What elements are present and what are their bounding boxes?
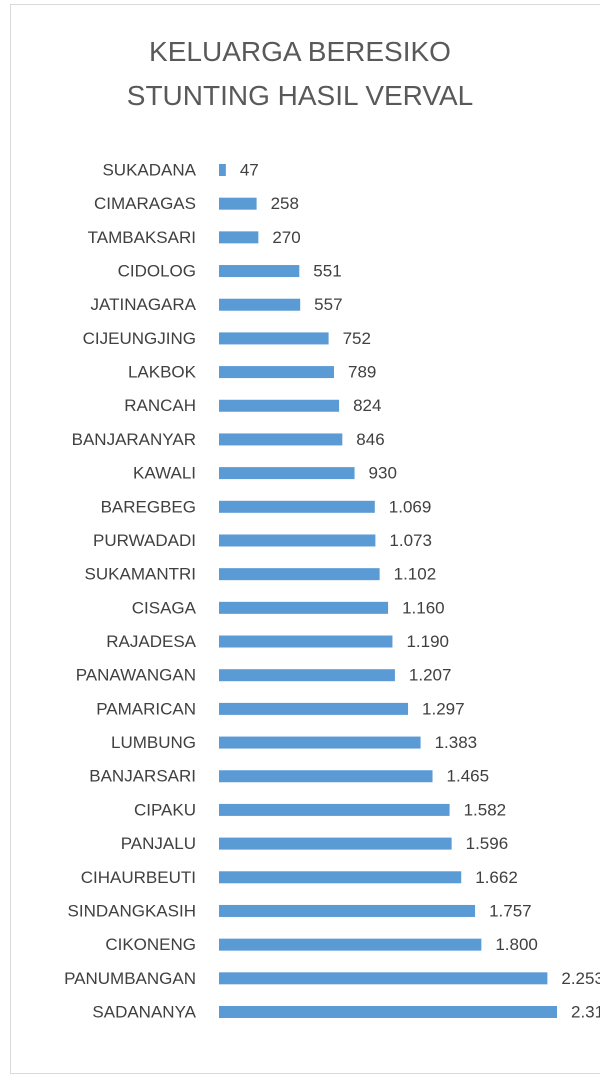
- value-label: 789: [348, 363, 376, 382]
- bar: [219, 568, 380, 581]
- bar: [219, 803, 450, 816]
- category-label: CISAGA: [132, 598, 197, 617]
- value-label: 2.253: [561, 969, 600, 988]
- category-label: RANCAH: [124, 396, 196, 415]
- bar: [219, 871, 462, 884]
- category-label: BANJARANYAR: [72, 430, 196, 449]
- category-label: PAMARICAN: [96, 699, 196, 718]
- chart-title: KELUARGA BERESIKO STUNTING HASIL VERVAL: [126, 36, 474, 111]
- value-label: 930: [369, 464, 397, 483]
- value-label: 1.073: [389, 531, 432, 550]
- bar: [219, 702, 409, 715]
- value-label: 1.757: [489, 901, 532, 920]
- category-label: SUKAMANTRI: [85, 565, 196, 584]
- bar: [219, 433, 343, 446]
- bar: [219, 231, 259, 244]
- category-label: PANUMBANGAN: [64, 969, 196, 988]
- value-label: 1.582: [464, 800, 507, 819]
- bar: [219, 601, 389, 614]
- value-label: 47: [240, 160, 259, 179]
- category-label: CIJEUNGJING: [83, 329, 196, 348]
- category-label: LUMBUNG: [111, 733, 196, 752]
- value-label: 258: [271, 194, 299, 213]
- category-label: SINDANGKASIH: [68, 901, 196, 920]
- category-label: PANAWANGAN: [76, 666, 196, 685]
- value-label: 824: [353, 396, 381, 415]
- bar: [219, 736, 421, 749]
- value-label: 752: [343, 329, 371, 348]
- bar: [219, 366, 334, 379]
- value-label: 270: [272, 228, 300, 247]
- bar: [219, 635, 393, 648]
- category-label: CIHAURBEUTI: [81, 868, 196, 887]
- bar: [219, 669, 395, 682]
- value-label: 1.297: [422, 699, 465, 718]
- value-label: 1.800: [495, 935, 538, 954]
- bar: [219, 164, 226, 176]
- value-label: 1.069: [389, 497, 432, 516]
- bar: [219, 938, 482, 951]
- category-label: PURWADADI: [93, 531, 196, 550]
- bar: [219, 298, 301, 311]
- category-label: SADANANYA: [92, 1002, 196, 1021]
- value-label: 1.160: [402, 598, 445, 617]
- value-label: 1.465: [447, 767, 490, 786]
- value-label: 1.662: [475, 868, 518, 887]
- category-label: LAKBOK: [128, 363, 197, 382]
- category-label: JATINAGARA: [91, 295, 197, 314]
- category-label: CIKONENG: [105, 935, 196, 954]
- title-box: KELUARGA BERESIKO STUNTING HASIL VERVAL: [0, 30, 600, 118]
- category-label: BAREGBEG: [101, 497, 196, 516]
- category-label: PANJALU: [121, 834, 196, 853]
- bar: [219, 399, 340, 412]
- value-label: 1.207: [409, 666, 452, 685]
- category-label: BANJARSARI: [89, 767, 196, 786]
- category-label: CIMARAGAS: [94, 194, 196, 213]
- value-label: 557: [314, 295, 342, 314]
- bar: [219, 1006, 557, 1018]
- bar: [219, 904, 476, 917]
- value-label: 2.319: [571, 1002, 600, 1021]
- chart-frame: [10, 4, 600, 1074]
- value-label: 846: [356, 430, 384, 449]
- bar: [219, 534, 376, 547]
- category-label: KAWALI: [133, 464, 196, 483]
- bar: [219, 197, 257, 210]
- bar: [219, 332, 329, 345]
- value-label: 1.383: [435, 733, 478, 752]
- value-label: 1.596: [466, 834, 509, 853]
- bar: [219, 770, 433, 783]
- value-label: 1.102: [394, 565, 437, 584]
- category-label: CIPAKU: [134, 800, 196, 819]
- category-label: SUKADANA: [102, 160, 196, 179]
- bar: [219, 265, 300, 278]
- value-label: 1.190: [406, 632, 449, 651]
- bar: [219, 972, 548, 985]
- bar: [219, 837, 452, 850]
- bar: [219, 500, 375, 513]
- category-label: RAJADESA: [106, 632, 196, 651]
- category-label: CIDOLOG: [118, 262, 196, 281]
- value-label: 551: [313, 262, 341, 281]
- category-label: TAMBAKSARI: [88, 228, 196, 247]
- bar: [219, 467, 355, 480]
